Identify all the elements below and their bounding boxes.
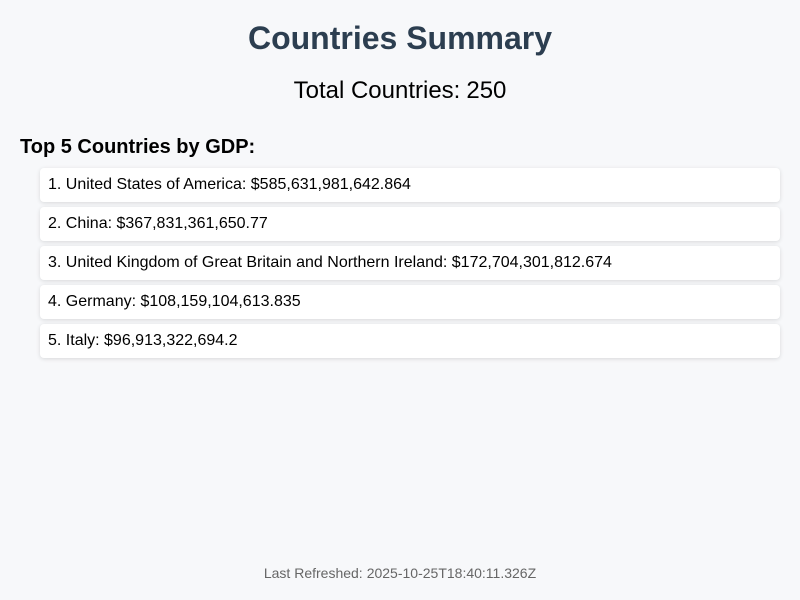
gdp-list-item: 4. Germany: $108,159,104,613.835 — [40, 285, 780, 319]
last-refreshed-timestamp: 2025-10-25T18:40:11.326Z — [366, 565, 537, 581]
gdp-value: $172,704,301,812.674 — [451, 254, 612, 271]
gdp-value: $108,159,104,613.835 — [140, 293, 301, 310]
total-countries-label: Total Countries: — [293, 77, 461, 104]
gdp-rank: 4. — [48, 293, 62, 310]
last-refreshed-label: Last Refreshed: — [263, 565, 363, 581]
gdp-list-item: 5. Italy: $96,913,322,694.2 — [40, 324, 780, 358]
top-gdp-heading: Top 5 Countries by GDP: — [20, 136, 256, 158]
gdp-country: China — [65, 215, 108, 232]
gdp-rank: 3. — [48, 254, 62, 271]
gdp-value: $585,631,981,642.864 — [250, 176, 411, 193]
gdp-country: Italy — [65, 332, 96, 349]
gdp-rank: 2. — [48, 215, 62, 232]
gdp-country: United Kingdom of Great Britain and Nort… — [65, 254, 443, 271]
gdp-country: Germany — [65, 293, 132, 310]
total-countries-value: 250 — [466, 77, 507, 104]
gdp-list-item: 2. China: $367,831,361,650.77 — [40, 207, 780, 241]
last-refreshed: Last Refreshed: 2025-10-25T18:40:11.326Z — [0, 564, 800, 582]
gdp-value: $367,831,361,650.77 — [116, 215, 268, 232]
gdp-list: 1. United States of America: $585,631,98… — [40, 168, 780, 363]
total-countries: Total Countries: 250 — [0, 76, 800, 106]
gdp-list-item: 3. United Kingdom of Great Britain and N… — [40, 246, 780, 280]
gdp-rank: 5. — [48, 332, 62, 349]
gdp-country: United States of America — [65, 176, 242, 193]
gdp-value: $96,913,322,694.2 — [104, 332, 238, 349]
page-title: Countries Summary — [247, 20, 553, 56]
gdp-list-item: 1. United States of America: $585,631,98… — [40, 168, 780, 202]
gdp-rank: 1. — [48, 176, 62, 193]
